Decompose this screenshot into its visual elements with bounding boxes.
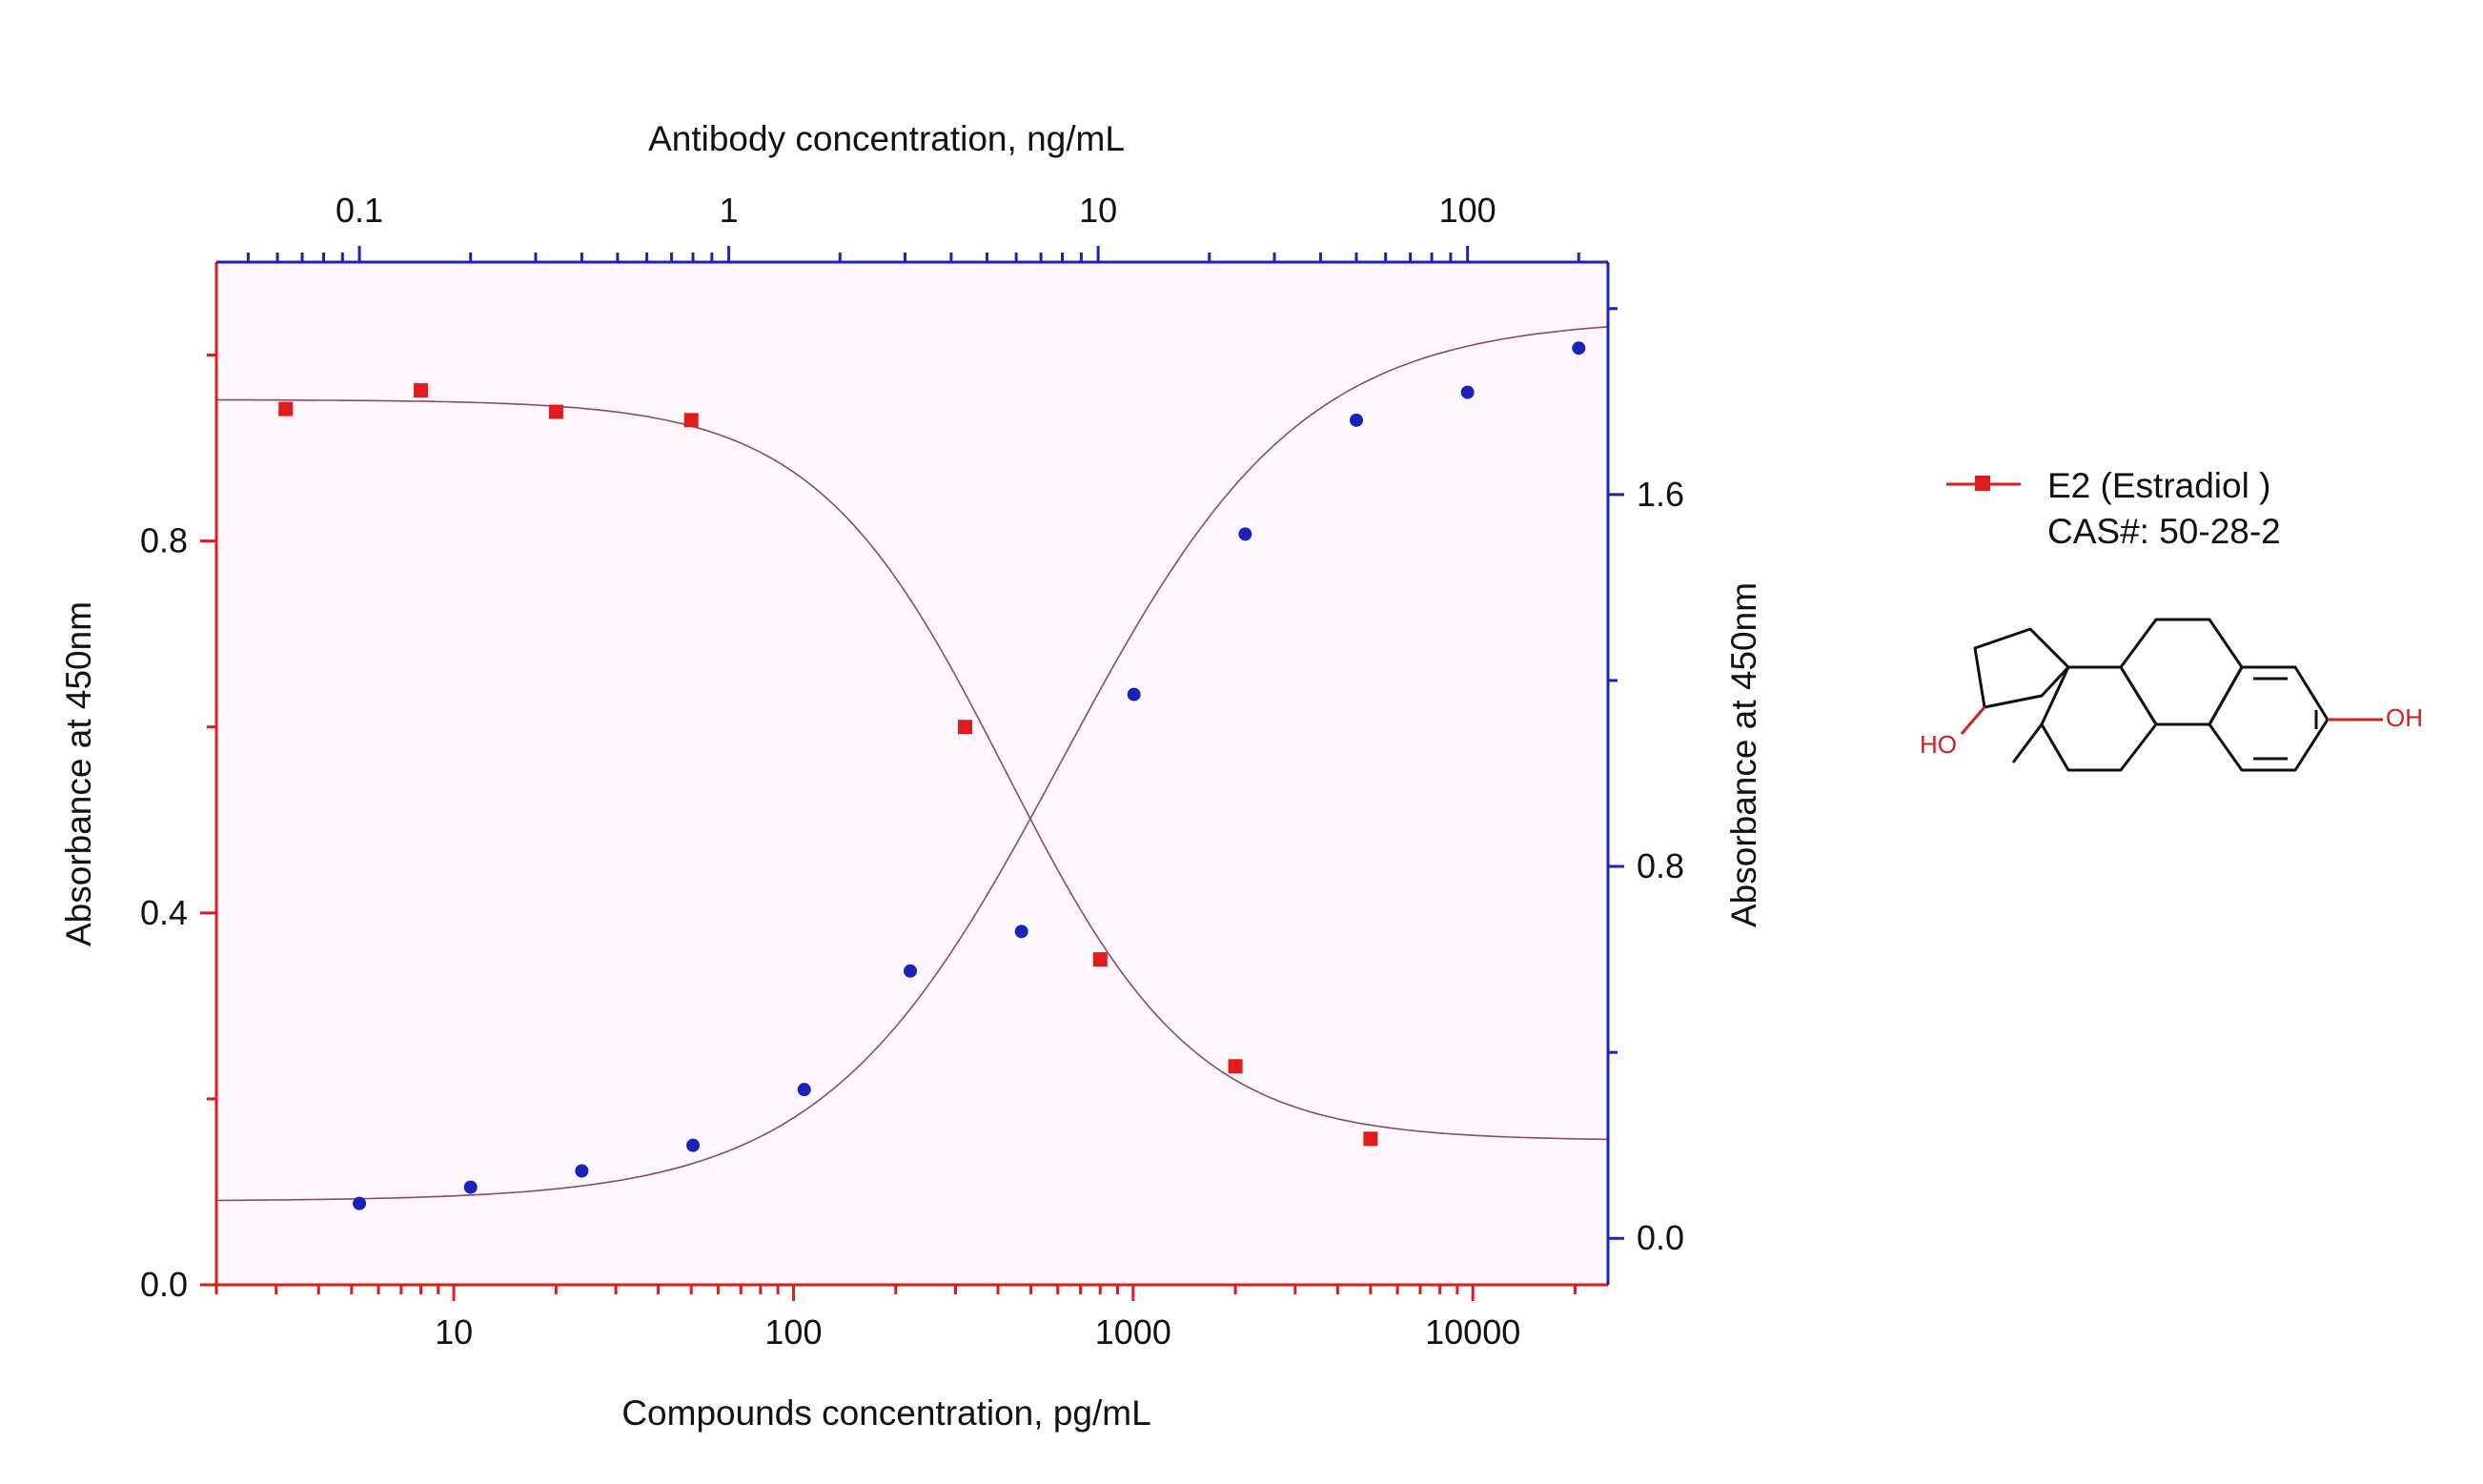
data-point-square: [1228, 1059, 1243, 1074]
left-axis-title: Absorbance at 450nm: [59, 601, 98, 946]
data-point-circle: [797, 1083, 811, 1097]
data-point-circle: [1014, 925, 1028, 939]
data-markers: [278, 341, 1586, 1210]
fit-curves: [215, 326, 1609, 1202]
legend: E2 (Estradiol ) CAS#: 50-28-2: [1946, 466, 2281, 551]
fit-curve-series-1: [216, 398, 1609, 1141]
data-point-circle: [353, 1196, 367, 1210]
data-point-square: [414, 383, 429, 398]
top-axis-tick-label: 0.1: [336, 191, 383, 230]
structure-label-oh: OH: [2386, 703, 2423, 732]
data-point-circle: [904, 964, 918, 978]
legend-entry-label: E2 (Estradiol ): [2047, 466, 2270, 505]
fit-curve-series-2: [215, 326, 1609, 1202]
data-point-square: [957, 720, 972, 735]
estradiol-structure: [1960, 618, 2383, 772]
right-axis-tick-label: 0.8: [1637, 846, 1684, 885]
right-axis-tick-label: 1.6: [1637, 475, 1684, 514]
data-point-square: [1092, 952, 1108, 967]
data-point-circle: [1460, 385, 1475, 399]
data-point-circle: [1572, 341, 1586, 356]
data-point-circle: [463, 1180, 478, 1194]
bottom-axis-tick-label: 1000: [1095, 1312, 1171, 1352]
left-axis-tick-label: 0.4: [140, 893, 188, 932]
data-point-circle: [575, 1164, 589, 1178]
top-axis-tick-label: 1: [720, 191, 739, 230]
data-point-square: [278, 401, 294, 417]
right-axis-title: Absorbance at 450nm: [1724, 582, 1763, 927]
data-point-square: [1363, 1131, 1378, 1147]
data-point-square: [683, 413, 699, 428]
legend-marker: [1975, 476, 1990, 491]
top-axis-tick-label: 100: [1439, 191, 1496, 230]
left-axis-tick-label: 0.0: [140, 1265, 188, 1304]
bottom-axis-tick-label: 100: [764, 1312, 822, 1352]
right-axis-tick-label: 0.0: [1637, 1218, 1684, 1257]
left-axis-tick-label: 0.8: [140, 521, 188, 560]
top-axis-title: Antibody concentration, ng/mL: [648, 119, 1125, 158]
data-point-circle: [1238, 527, 1252, 541]
bottom-axis-tick-label: 10000: [1425, 1312, 1520, 1352]
data-point-square: [548, 404, 563, 419]
structure-label-ho: HO: [1920, 730, 1957, 759]
bottom-axis-tick-label: 10: [435, 1312, 473, 1352]
plot-area: [216, 262, 1608, 1285]
data-point-circle: [1127, 687, 1141, 701]
axes: 10 100 1000 10000 0.1 1 10 100 0.0 0.4 0.8 0.0 0.8 1.…: [140, 191, 1684, 1352]
data-point-circle: [1349, 413, 1363, 427]
data-point-circle: [686, 1138, 701, 1152]
legend-cas-number: CAS#: 50-28-2: [2047, 512, 2281, 551]
top-axis-tick-label: 10: [1079, 191, 1117, 230]
bottom-axis-title: Compounds concentration, pg/mL: [621, 1393, 1150, 1433]
